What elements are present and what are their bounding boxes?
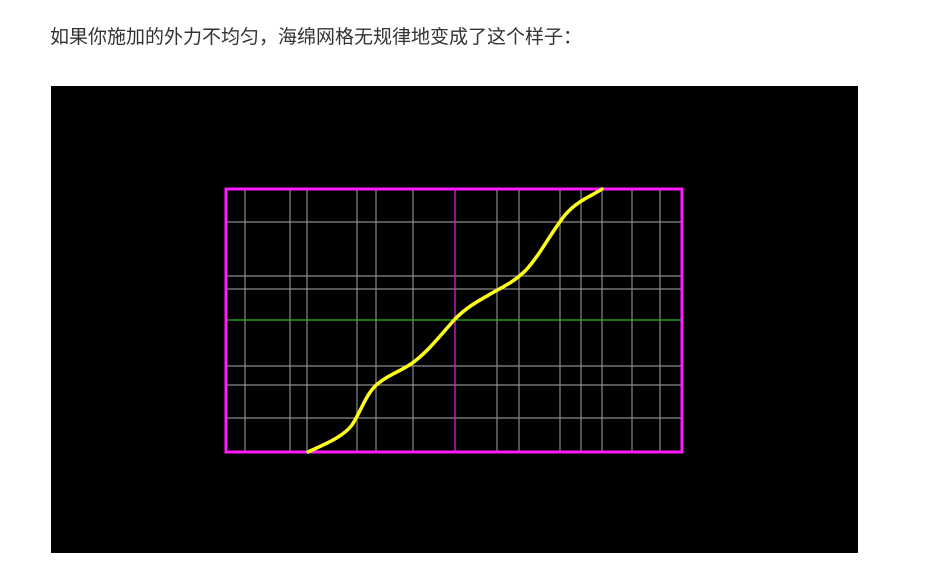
frame bbox=[224, 187, 684, 454]
grid-image bbox=[51, 86, 858, 553]
paragraph: 如果你施加的外力不均匀，海绵网格无规律地变成了这个样子： bbox=[50, 26, 583, 48]
horizontal-grid-lines bbox=[226, 221, 682, 419]
deformed-curve bbox=[306, 187, 604, 454]
